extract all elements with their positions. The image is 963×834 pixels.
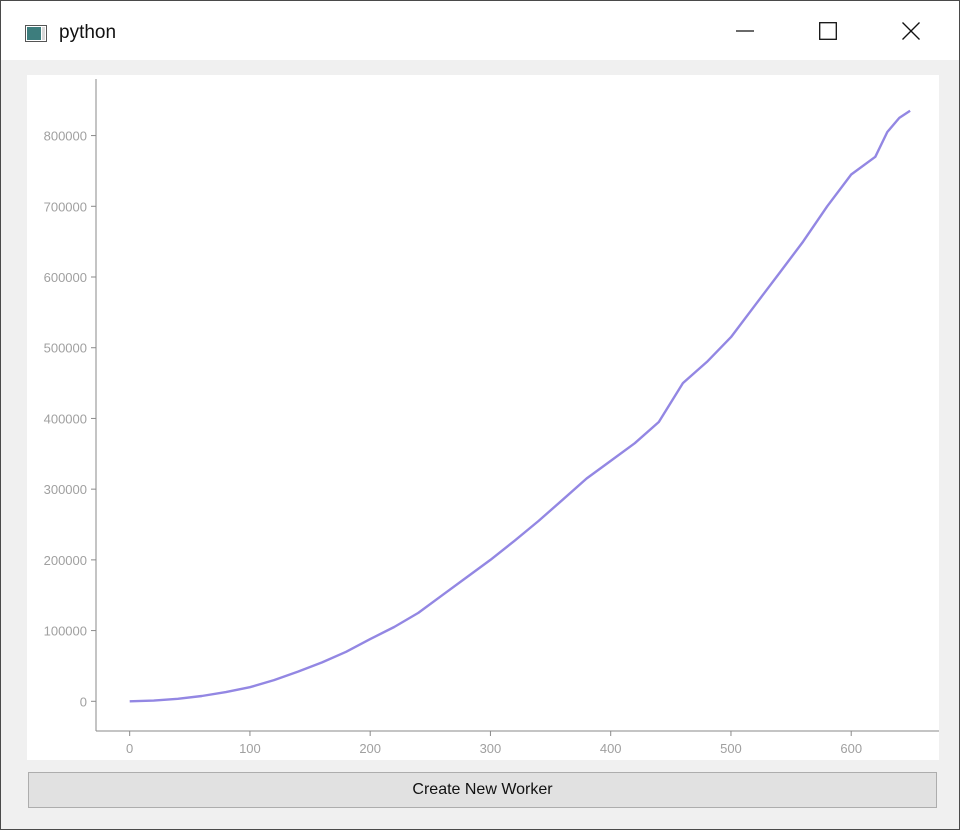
y-tick-label: 500000	[44, 341, 87, 356]
y-tick-label: 100000	[44, 624, 87, 639]
plot-area[interactable]: 0 100000 200000 300000 400000 500000 600000 700…	[27, 75, 939, 760]
minimize-button[interactable]	[715, 1, 775, 60]
x-tick-label: 400	[600, 741, 622, 756]
series-line	[129, 109, 911, 703]
app-icon	[25, 25, 47, 42]
x-tick-label: 500	[720, 741, 742, 756]
y-tick-label: 300000	[44, 482, 87, 497]
close-button[interactable]	[881, 1, 941, 60]
y-tick-label: 700000	[44, 199, 87, 214]
window-title: python	[59, 22, 117, 43]
y-tick-label: 800000	[44, 129, 87, 144]
x-tick-label: 0	[126, 741, 133, 756]
x-tick-label: 200	[359, 741, 381, 756]
minimize-icon	[736, 29, 754, 32]
title-bar[interactable]: python	[1, 1, 959, 60]
maximize-icon	[819, 21, 837, 40]
line-chart: 0 100000 200000 300000 400000 500000 600000 700…	[44, 79, 939, 756]
y-tick-label: 400000	[44, 411, 87, 426]
x-tick-label: 600	[840, 741, 862, 756]
x-tick-label: 100	[239, 741, 261, 756]
y-tick-label: 600000	[44, 270, 87, 285]
x-tick-label: 300	[480, 741, 502, 756]
create-new-worker-button[interactable]: Create New Worker	[28, 772, 937, 808]
close-icon	[902, 21, 920, 40]
y-tick-label: 0	[80, 694, 87, 709]
y-tick-label: 200000	[44, 553, 87, 568]
maximize-button[interactable]	[798, 1, 858, 60]
